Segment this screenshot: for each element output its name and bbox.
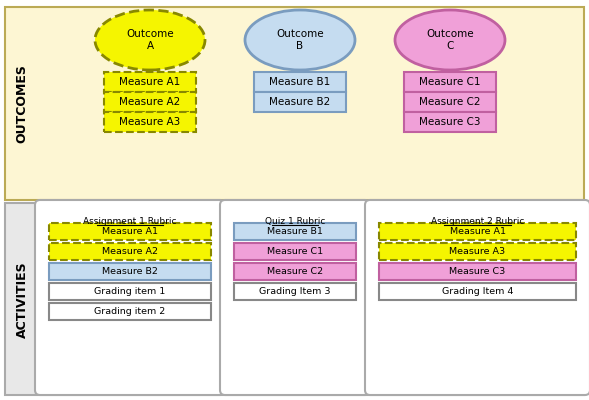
FancyBboxPatch shape [49, 262, 211, 280]
FancyBboxPatch shape [254, 92, 346, 112]
FancyBboxPatch shape [104, 72, 196, 92]
Text: Measure B2: Measure B2 [102, 266, 158, 276]
FancyBboxPatch shape [35, 200, 225, 395]
Text: ACTIVITIES: ACTIVITIES [15, 262, 28, 338]
Ellipse shape [395, 10, 505, 70]
Text: Measure C1: Measure C1 [419, 77, 481, 87]
Text: Measure A2: Measure A2 [102, 246, 158, 256]
Text: Measure A1: Measure A1 [120, 77, 181, 87]
FancyBboxPatch shape [234, 282, 356, 300]
Text: Assignment 1 Rubric: Assignment 1 Rubric [83, 217, 177, 226]
FancyBboxPatch shape [379, 262, 576, 280]
Ellipse shape [245, 10, 355, 70]
Text: Measure C2: Measure C2 [267, 266, 323, 276]
Text: Measure C3: Measure C3 [419, 117, 481, 127]
Text: Quiz 1 Rubric: Quiz 1 Rubric [265, 217, 325, 226]
FancyBboxPatch shape [5, 203, 584, 395]
FancyBboxPatch shape [379, 282, 576, 300]
Text: Grading item 2: Grading item 2 [94, 306, 166, 316]
Text: Measure C3: Measure C3 [449, 266, 505, 276]
FancyBboxPatch shape [404, 92, 496, 112]
FancyBboxPatch shape [234, 222, 356, 240]
Text: Measure A3: Measure A3 [120, 117, 181, 127]
FancyBboxPatch shape [404, 112, 496, 132]
Text: Measure A1: Measure A1 [449, 226, 505, 236]
FancyBboxPatch shape [379, 242, 576, 260]
FancyBboxPatch shape [234, 242, 356, 260]
Ellipse shape [95, 10, 205, 70]
FancyBboxPatch shape [104, 92, 196, 112]
FancyBboxPatch shape [49, 222, 211, 240]
Text: Measure A3: Measure A3 [449, 246, 505, 256]
FancyBboxPatch shape [404, 72, 496, 92]
Text: Measure B1: Measure B1 [267, 226, 323, 236]
FancyBboxPatch shape [49, 282, 211, 300]
Text: Outcome
A: Outcome A [126, 29, 174, 51]
FancyBboxPatch shape [365, 200, 589, 395]
FancyBboxPatch shape [104, 112, 196, 132]
Text: Measure C1: Measure C1 [267, 246, 323, 256]
Text: Grading Item 4: Grading Item 4 [442, 286, 513, 296]
Text: Outcome
C: Outcome C [426, 29, 474, 51]
FancyBboxPatch shape [220, 200, 370, 395]
Text: Measure A1: Measure A1 [102, 226, 158, 236]
FancyBboxPatch shape [254, 72, 346, 92]
FancyBboxPatch shape [49, 302, 211, 320]
Text: Outcome
B: Outcome B [276, 29, 324, 51]
Text: Grading item 1: Grading item 1 [94, 286, 166, 296]
Text: Measure C2: Measure C2 [419, 97, 481, 107]
FancyBboxPatch shape [49, 242, 211, 260]
Text: Measure B2: Measure B2 [269, 97, 330, 107]
Text: OUTCOMES: OUTCOMES [15, 64, 28, 144]
Text: Assignment 2 Rubric: Assignment 2 Rubric [431, 217, 524, 226]
Text: Measure A2: Measure A2 [120, 97, 181, 107]
FancyBboxPatch shape [5, 7, 584, 200]
Text: Grading Item 3: Grading Item 3 [259, 286, 331, 296]
Text: Measure B1: Measure B1 [269, 77, 330, 87]
FancyBboxPatch shape [234, 262, 356, 280]
FancyBboxPatch shape [379, 222, 576, 240]
